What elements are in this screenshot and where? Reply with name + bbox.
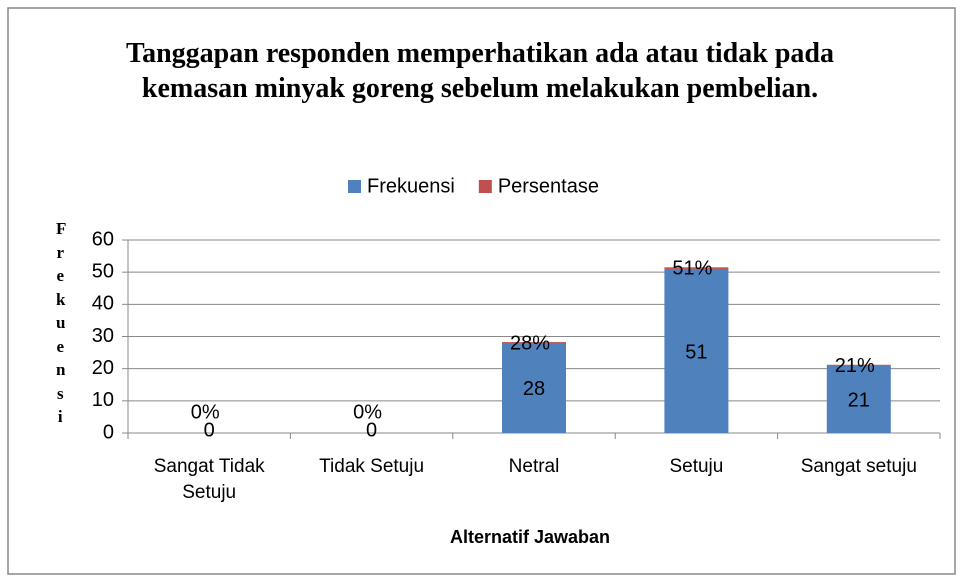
legend-label: Frekuensi: [367, 175, 455, 197]
bar: [502, 342, 566, 343]
x-tick-label: Netral: [508, 456, 560, 477]
chart-title: Tanggapan responden memperhatikan ada at…: [126, 38, 834, 104]
data-label: 0: [366, 419, 377, 441]
bar: [664, 267, 729, 269]
y-tick-label: 0: [103, 421, 114, 443]
data-label: 0%: [353, 401, 382, 423]
legend-swatch: [478, 180, 492, 193]
data-label: 0: [204, 419, 215, 441]
legend-swatch: [348, 180, 361, 193]
bar: [664, 268, 729, 433]
data-label: 51: [685, 341, 707, 363]
y-axis-label: Frekuensi: [56, 219, 67, 426]
data-label: 51%: [672, 258, 712, 280]
bar: [826, 365, 891, 433]
bar: [826, 364, 891, 366]
x-axis-label: Alternatif Jawaban: [449, 527, 611, 547]
data-label: 21%: [835, 355, 875, 377]
x-tick-label: Setuju: [669, 456, 724, 477]
data-label: 21: [848, 390, 870, 412]
y-tick-label: 10: [92, 389, 114, 411]
bar: [502, 342, 566, 433]
frame: [7, 7, 956, 575]
y-tick-label: 60: [92, 228, 114, 250]
legend-label: Persentase: [498, 175, 599, 197]
y-tick-label: 50: [92, 260, 114, 282]
x-tick-label: Tidak Setuju: [319, 456, 425, 477]
data-label: 28: [523, 378, 545, 400]
x-tick-label: Sangat Tidak Setuju: [153, 456, 265, 503]
y-tick-label: 20: [92, 357, 114, 379]
x-tick-label: Sangat setuju: [800, 456, 917, 477]
y-tick-label: 40: [92, 293, 114, 315]
data-label: 28%: [510, 332, 550, 354]
y-tick-label: 30: [92, 325, 114, 347]
data-label: 0%: [191, 401, 220, 423]
